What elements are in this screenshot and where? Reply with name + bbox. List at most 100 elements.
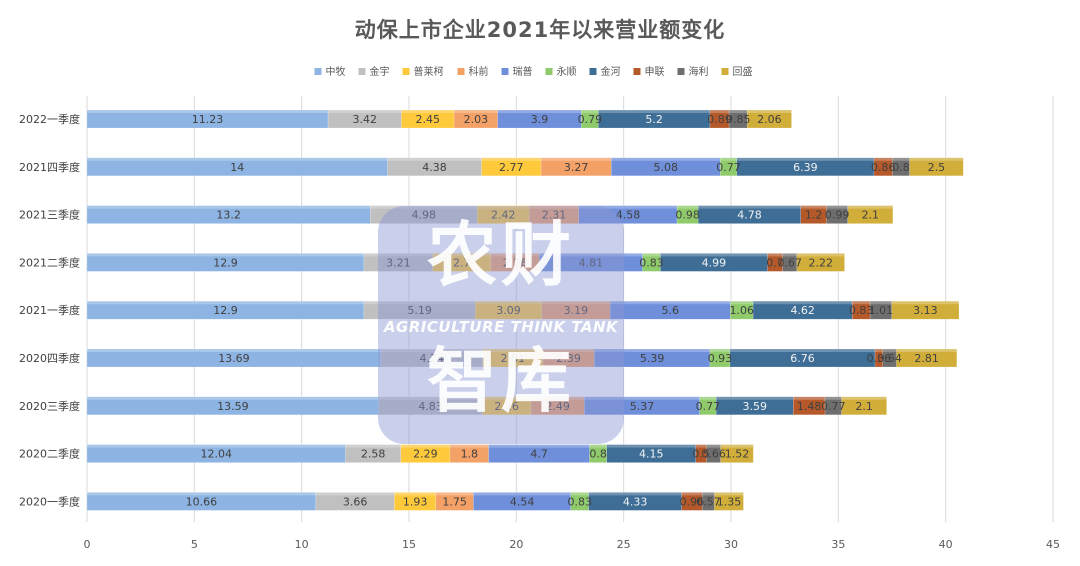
legend-swatch (358, 68, 366, 75)
data-label: 4.54 (510, 495, 535, 508)
bar-highlight (841, 396, 887, 400)
data-label: 2.7 (453, 256, 471, 269)
data-label: 4.98 (412, 209, 437, 222)
bar-highlight (363, 253, 433, 257)
x-tick-label: 15 (402, 538, 416, 551)
bar-highlight (873, 157, 893, 161)
bar-highlight (730, 301, 754, 305)
category-label: 2020四季度 (19, 351, 80, 365)
bar-segment (400, 444, 451, 463)
data-label: 13.2 (216, 209, 241, 222)
data-label: 0.77 (696, 400, 721, 413)
legend-swatch (457, 68, 465, 75)
data-label: 3.9 (531, 113, 549, 126)
data-label: 2.42 (491, 209, 516, 222)
legend: 中牧 金宇 普莱柯 科前 瑞普 永顺 金河 申联 海利 回盛 (314, 65, 753, 78)
bar-highlight (767, 253, 783, 257)
bar-highlight (598, 110, 710, 113)
data-label: 4.62 (790, 304, 815, 317)
data-label: 1.8 (461, 448, 479, 461)
legend-swatch (501, 68, 509, 75)
data-label: 11.23 (192, 113, 224, 126)
bar-highlight (825, 396, 842, 400)
bar-highlight (541, 157, 612, 161)
legend-swatch (314, 68, 322, 75)
data-label: 2.1 (855, 400, 873, 413)
data-label: 2.03 (464, 113, 489, 126)
data-label: 2.39 (556, 352, 581, 365)
data-label: 5.6 (661, 304, 679, 317)
data-label: 0.64 (877, 352, 902, 365)
bar-segment (891, 300, 960, 320)
bar-highlight (709, 349, 730, 352)
bar-highlight (611, 157, 721, 161)
bar-highlight (720, 444, 754, 448)
legend-label: 科前 (469, 65, 489, 78)
data-label: 2.26 (503, 256, 528, 269)
data-label: 14 (230, 161, 244, 174)
bar-highlight (497, 110, 582, 113)
legend-label: 普莱柯 (414, 65, 444, 78)
legend-label: 申联 (645, 65, 665, 78)
bar-highlight (481, 157, 542, 161)
category-label: 2021一季度 (19, 303, 80, 317)
data-label: 13.59 (217, 400, 249, 413)
bar-highlight (87, 444, 346, 448)
bar-segment (896, 348, 958, 368)
bar-highlight (387, 157, 482, 161)
data-label: 3.21 (386, 256, 411, 269)
bar-segment (570, 492, 589, 511)
x-tick-label: 25 (617, 538, 631, 551)
bar-highlight (87, 492, 316, 496)
data-label: 3.59 (742, 400, 767, 413)
bar-highlight (450, 444, 489, 448)
data-label: 10.66 (186, 495, 218, 508)
legend-swatch (677, 68, 685, 75)
legend-label: 中牧 (326, 65, 346, 78)
bar-highlight (87, 205, 371, 209)
bar-highlight (394, 492, 436, 496)
x-tick-label: 35 (831, 538, 845, 551)
data-label: 0.83 (568, 495, 593, 508)
legend-swatch (402, 68, 410, 75)
legend-swatch (545, 68, 553, 75)
bar-highlight (753, 301, 853, 305)
data-label: 0.77 (821, 400, 846, 413)
bar-highlight (363, 301, 476, 305)
bar-highlight (454, 110, 498, 113)
data-label: 2.29 (413, 448, 438, 461)
data-label: 4.15 (639, 448, 664, 461)
data-label: 2.26 (494, 400, 519, 413)
data-label: 2.77 (499, 161, 524, 174)
data-label: 0.83 (639, 256, 664, 269)
bar-highlight (695, 444, 707, 448)
bar-highlight (435, 492, 474, 496)
data-label: 5.37 (630, 400, 655, 413)
data-label: 2.5 (928, 161, 946, 174)
data-label: 1.93 (403, 495, 428, 508)
data-label: 4.81 (579, 256, 604, 269)
bar-segment (909, 157, 964, 177)
bar-highlight (370, 205, 478, 209)
data-label: 4.58 (616, 209, 641, 222)
data-label: 3.13 (913, 304, 938, 317)
bar-highlight (729, 110, 748, 113)
bar-highlight (401, 110, 455, 113)
bar-highlight (588, 492, 682, 496)
bar-segment (720, 444, 754, 463)
bar-highlight (589, 444, 607, 448)
watermark-logo: 农财 AGRICULTURE THINK TANK 智库 (378, 206, 624, 444)
data-label: 2.45 (416, 113, 441, 126)
bar-highlight (87, 110, 329, 113)
bar-highlight (706, 444, 721, 448)
data-label: 4.7 (530, 448, 548, 461)
bar-segment (847, 205, 894, 224)
bar-segment (609, 300, 731, 320)
data-label: 2.81 (501, 352, 526, 365)
bar-highlight (87, 349, 381, 352)
bar-highlight (400, 444, 451, 448)
data-label: 1.52 (725, 448, 750, 461)
data-label: 0.36 (867, 352, 892, 365)
bar-highlight (490, 253, 540, 257)
